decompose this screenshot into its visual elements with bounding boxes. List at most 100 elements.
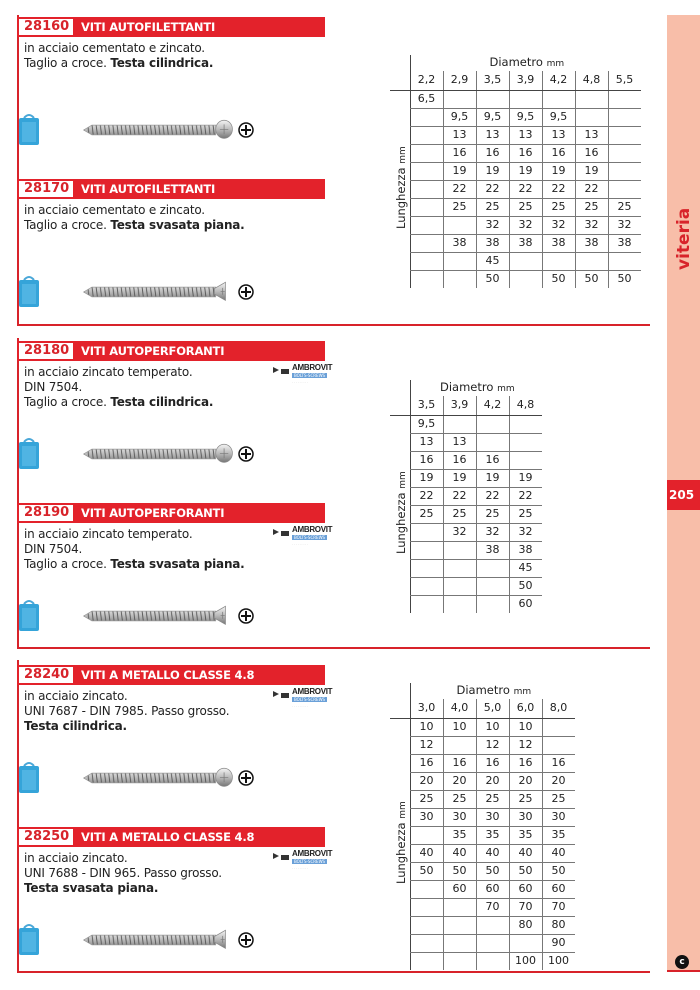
product-title: VITI A METALLO CLASSE 4.8	[81, 830, 255, 844]
phillips-drive-icon	[238, 122, 254, 138]
table-cell: 22	[452, 182, 467, 195]
product-header: 28170 VITI AUTOFILETTANTI	[17, 179, 325, 199]
package-bag-icon	[19, 600, 39, 631]
length-header: Lunghezza mm	[394, 801, 408, 884]
table-cell: 50	[419, 864, 434, 877]
column-header: 4,2	[483, 398, 502, 411]
size-table: Diametro mm Lunghezza mm 3,5 3,9 4,2 4,8 9,5 13…	[390, 380, 542, 613]
product-description: in acciaio cementato e zincato. Taglio a …	[24, 41, 213, 71]
size-table: Diametro mm Lunghezza mm 3,0 4,0 5,0 6,0 8,0 10…	[390, 683, 575, 970]
table-cell: 25	[518, 507, 533, 520]
phillips-drive-icon	[238, 284, 254, 300]
table-cell: 25	[419, 792, 434, 805]
table-cell: 100	[515, 954, 536, 967]
table-cell: 25	[518, 200, 533, 213]
table-cell: 40	[518, 846, 533, 859]
description-line: UNI 7688 - DIN 965. Passo grosso.	[24, 866, 222, 880]
description-line: UNI 7687 - DIN 7985. Passo grosso.	[24, 704, 230, 718]
description-line: in acciaio zincato.	[24, 689, 128, 703]
table-cell: 50	[485, 864, 500, 877]
column-header: 5,0	[483, 701, 502, 714]
brand-mark-icon: c	[675, 955, 689, 969]
table-cell: 19	[584, 164, 599, 177]
screw-image	[82, 119, 233, 139]
table-cell: 70	[551, 900, 566, 913]
product-title: VITI AUTOPERFORANTI	[81, 506, 225, 520]
table-cell: 22	[584, 182, 599, 195]
table-cell: 10	[485, 720, 500, 733]
description-line: in acciaio cementato e zincato.	[24, 41, 205, 55]
column-header: 2,9	[450, 73, 469, 86]
table-cell: 19	[551, 164, 566, 177]
screw-image	[82, 281, 226, 301]
product-header: 28240 VITI A METALLO CLASSE 4.8	[17, 665, 325, 685]
table-cell: 60	[485, 882, 500, 895]
table-cell: 16	[518, 146, 533, 159]
table-cell: 25	[518, 792, 533, 805]
table-cell: 50	[584, 272, 599, 285]
table-cell: 13	[452, 128, 467, 141]
package-bag-icon	[19, 924, 39, 955]
description-bold: Testa svasata piana.	[24, 881, 159, 895]
product-code: 28190	[19, 505, 73, 521]
phillips-drive-icon	[238, 932, 254, 948]
screw-image	[82, 767, 233, 787]
table-cell: 50	[452, 864, 467, 877]
product-title: VITI AUTOFILETTANTI	[81, 182, 216, 196]
screw-image	[82, 443, 233, 463]
table-cell: 9,5	[417, 417, 436, 430]
table-cell: 22	[485, 182, 500, 195]
section-autoperforanti	[17, 338, 650, 649]
table-cell: 22	[518, 489, 533, 502]
table-cell: 13	[419, 435, 434, 448]
table-cell: 70	[485, 900, 500, 913]
table-cell: 20	[419, 774, 434, 787]
product-code: 28160	[19, 19, 73, 35]
table-cell: 30	[452, 810, 467, 823]
table-cell: 25	[485, 507, 500, 520]
description-line: in acciaio cementato e zincato.	[24, 203, 205, 217]
table-cell: 19	[452, 471, 467, 484]
table-cell: 35	[518, 828, 533, 841]
table-cell: 38	[617, 236, 632, 249]
table-cell: 22	[518, 182, 533, 195]
table-cell: 12	[518, 738, 533, 751]
column-header: 4,2	[549, 73, 568, 86]
product-description: in acciaio zincato. UNI 7687 - DIN 7985. …	[24, 689, 230, 734]
table-cell: 10	[518, 720, 533, 733]
section-metallo	[17, 660, 650, 973]
table-cell: 30	[419, 810, 434, 823]
product-description: in acciaio zincato. UNI 7688 - DIN 965. P…	[24, 851, 222, 896]
table-cell: 60	[551, 882, 566, 895]
package-bag-icon	[19, 762, 39, 793]
product-header: 28250 VITI A METALLO CLASSE 4.8	[17, 827, 325, 847]
table-cell: 32	[452, 525, 467, 538]
product-code: 28250	[19, 829, 73, 845]
table-cell: 80	[518, 918, 533, 931]
table-cell: 16	[584, 146, 599, 159]
table-cell: 38	[485, 543, 500, 556]
table-cell: 25	[617, 200, 632, 213]
table-cell: 20	[551, 774, 566, 787]
product-title: VITI AUTOPERFORANTI	[81, 344, 225, 358]
table-cell: 20	[518, 774, 533, 787]
phillips-drive-icon	[238, 770, 254, 786]
description-line: in acciaio zincato temperato.	[24, 527, 193, 541]
table-cell: 35	[551, 828, 566, 841]
package-bag-icon	[19, 438, 39, 469]
phillips-drive-icon	[238, 446, 254, 462]
screw-image	[82, 605, 226, 625]
description-line: Taglio a croce.	[24, 395, 107, 409]
table-cell: 6,5	[417, 92, 436, 105]
table-cell: 60	[518, 882, 533, 895]
table-cell: 22	[452, 489, 467, 502]
column-header: 3,5	[417, 398, 436, 411]
table-cell: 16	[518, 756, 533, 769]
table-cell: 45	[518, 561, 533, 574]
diameter-header: Diametro mm	[440, 380, 515, 394]
table-cell: 16	[485, 756, 500, 769]
table-cell: 50	[551, 864, 566, 877]
product-code: 28180	[19, 343, 73, 359]
description-bold: Testa svasata piana.	[110, 218, 245, 232]
ambrovit-logo: AMBROVIT BOLTS-SCREWS · · · · · · · · ·	[272, 525, 344, 549]
